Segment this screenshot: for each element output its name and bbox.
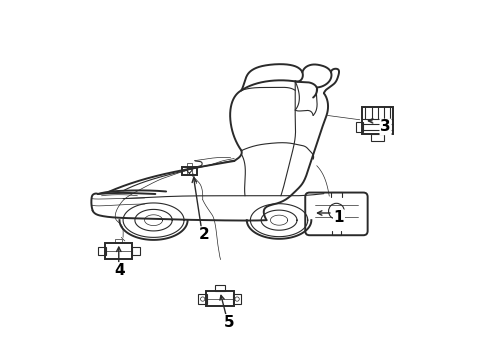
Text: 3: 3 bbox=[380, 120, 391, 134]
Text: 1: 1 bbox=[334, 210, 344, 225]
Text: 2: 2 bbox=[198, 227, 209, 242]
Text: 4: 4 bbox=[114, 263, 125, 278]
Text: 5: 5 bbox=[223, 315, 234, 330]
